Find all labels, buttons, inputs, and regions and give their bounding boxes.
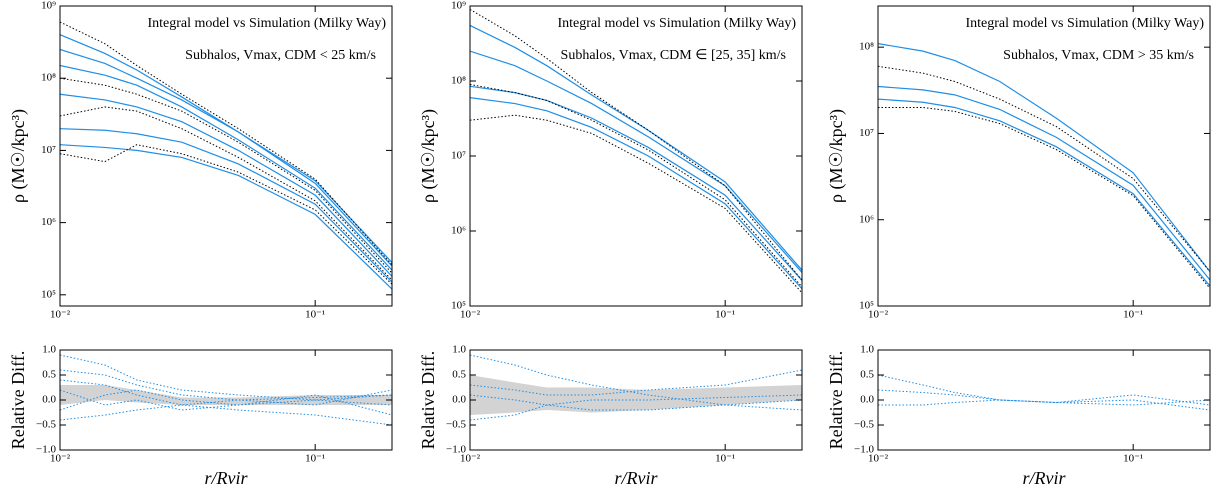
y-axis-label: ρ (M☉/kpc³) (826, 109, 847, 203)
plot-area (470, 354, 802, 421)
line (60, 404, 392, 426)
line (60, 21, 392, 266)
x-tick-label: 10⁻¹ (1123, 309, 1143, 321)
y-tick-label: 1.0 (860, 344, 874, 356)
line (60, 64, 392, 271)
y-axis-label: Relative Diff. (418, 351, 438, 450)
line (878, 98, 1210, 287)
y-axis-label: Relative Diff. (8, 351, 28, 450)
y-tick-label: 10⁵ (859, 300, 874, 312)
x-tick-label: 10⁻² (460, 453, 481, 465)
panel-title: Integral model vs Simulation (Milky Way) (147, 16, 386, 31)
y-tick-label: 10⁵ (41, 288, 56, 300)
panel-title: Integral model vs Simulation (Milky Way) (557, 16, 796, 31)
line (60, 389, 392, 416)
y-tick-label: 1.0 (452, 344, 466, 356)
y-tick-label: 10⁵ (451, 300, 466, 312)
x-tick-label: 10⁻¹ (715, 309, 735, 321)
line (60, 354, 392, 401)
y-tick-label: 10⁷ (451, 150, 466, 162)
line (60, 144, 392, 290)
y-tick-label: 0.0 (42, 394, 56, 406)
y-axis-label: ρ (M☉/kpc³) (418, 109, 439, 203)
y-tick-label: 0.5 (42, 369, 56, 381)
axes-frame (59, 5, 393, 307)
x-tick-label: 10⁻¹ (305, 453, 325, 465)
x-tick-label: 10⁻¹ (305, 309, 325, 321)
line (60, 106, 392, 281)
y-tick-label: 10⁶ (859, 213, 874, 225)
y-tick-label: 1.0 (42, 344, 56, 356)
line (470, 24, 802, 271)
x-tick-label: 10⁻¹ (1123, 453, 1143, 465)
x-tick-label: 10⁻¹ (715, 453, 735, 465)
x-axis-label: r/Rvir (615, 468, 659, 488)
line (60, 389, 392, 411)
plot-area (60, 354, 392, 426)
line (878, 65, 1210, 272)
panel-annotation: Subhalos, Vmax, CDM ∈ [25, 35] km/s (561, 48, 786, 63)
x-tick-label: 10⁻² (50, 309, 71, 321)
line (470, 83, 802, 288)
line (470, 50, 802, 273)
line (470, 369, 802, 396)
y-tick-label: 10⁸ (859, 41, 874, 53)
line (470, 114, 802, 294)
y-tick-label: −0.5 (854, 419, 874, 431)
y-axis-label: Relative Diff. (826, 351, 846, 450)
line (60, 77, 392, 274)
line (470, 394, 802, 421)
y-tick-label: 0.0 (860, 394, 874, 406)
line (878, 389, 1210, 411)
line (878, 106, 1210, 289)
y-tick-label: 10⁸ (41, 72, 56, 84)
panel-title: Integral model vs Simulation (Milky Way) (965, 16, 1204, 31)
band (470, 375, 802, 415)
y-tick-label: 10⁸ (451, 75, 466, 87)
line (60, 34, 392, 267)
line (60, 93, 392, 277)
x-axis-label: r/Rvir (1023, 468, 1067, 488)
y-tick-label: −0.5 (36, 419, 56, 431)
x-tick-label: 10⁻² (868, 309, 889, 321)
x-axis-label: r/Rvir (205, 468, 249, 488)
panel-annotation: Subhalos, Vmax, CDM < 25 km/s (185, 48, 376, 63)
y-tick-label: 0.0 (452, 394, 466, 406)
y-tick-label: 10⁶ (41, 216, 56, 228)
x-tick-label: 10⁻² (460, 309, 481, 321)
line (470, 85, 802, 281)
plot-area (878, 43, 1210, 289)
line (878, 43, 1210, 273)
plot-area (878, 374, 1210, 411)
y-tick-label: 10⁹ (451, 0, 466, 12)
line (470, 9, 802, 281)
axes-frame (877, 349, 1211, 451)
y-axis-label: ρ (M☉/kpc³) (8, 109, 29, 203)
line (878, 85, 1210, 281)
x-tick-label: 10⁻² (868, 453, 889, 465)
y-tick-label: 10⁷ (41, 144, 56, 156)
y-tick-label: −1.0 (446, 444, 466, 456)
y-tick-label: 10⁷ (859, 127, 874, 139)
line (60, 128, 392, 283)
line (470, 394, 802, 411)
axes-frame (877, 5, 1211, 307)
y-tick-label: 10⁹ (41, 0, 56, 12)
y-tick-label: −1.0 (854, 444, 874, 456)
y-tick-label: 10⁶ (451, 225, 466, 237)
y-tick-label: −1.0 (36, 444, 56, 456)
y-tick-label: 0.5 (860, 369, 874, 381)
x-tick-label: 10⁻² (50, 453, 71, 465)
y-tick-label: 0.5 (452, 369, 466, 381)
plot-area (470, 9, 802, 294)
panel-annotation: Subhalos, Vmax, CDM > 35 km/s (1003, 48, 1194, 63)
line (60, 144, 392, 285)
y-tick-label: −0.5 (446, 419, 466, 431)
plot-area (60, 21, 392, 290)
line (878, 374, 1210, 406)
line (60, 48, 392, 263)
line (878, 399, 1210, 406)
line (470, 97, 802, 290)
